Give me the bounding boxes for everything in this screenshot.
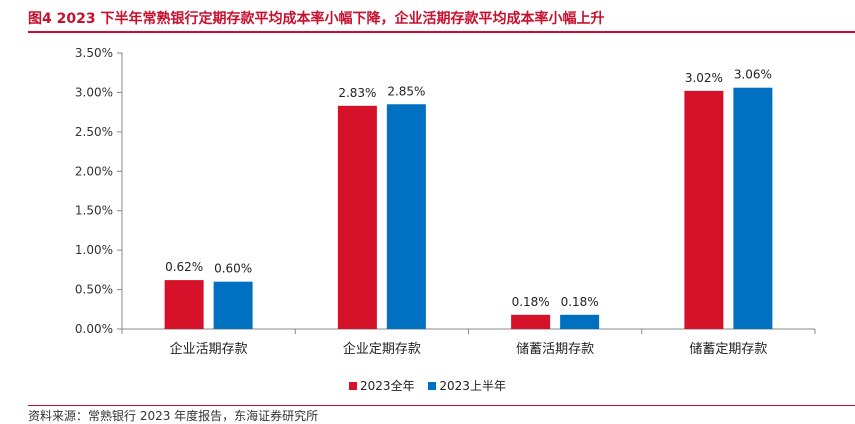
y-tick-label-3: 1.50%: [75, 204, 113, 218]
title-rule: [28, 31, 855, 33]
data-label-s0-c2: 0.18%: [512, 295, 550, 309]
legend: 2023全年 2023上半年: [0, 377, 855, 394]
data-label-s1-c1: 2.85%: [387, 84, 425, 98]
y-tick-label-0: 0.00%: [75, 322, 113, 336]
y-tick-label-7: 3.50%: [75, 46, 113, 60]
y-tick-label-2: 1.00%: [75, 243, 113, 257]
data-label-s0-c3: 3.02%: [685, 71, 723, 85]
bar-s0-c3: [684, 90, 724, 329]
data-label-s1-c3: 3.06%: [734, 68, 772, 82]
legend-label-first-half: 2023上半年: [439, 379, 506, 393]
category-label-1: 企业定期存款: [343, 341, 421, 357]
category-label-2: 储蓄活期存款: [516, 342, 594, 357]
bar-s0-c1: [337, 105, 377, 329]
bar-s1-c3: [733, 87, 773, 329]
category-label-0: 企业活期存款: [170, 341, 248, 357]
figure-title: 图4 2023 下半年常熟银行定期存款平均成本率小幅下降，企业活期存款平均成本率…: [28, 11, 605, 27]
legend-item-first-half: 2023上半年: [428, 377, 506, 394]
data-label-s0-c0: 0.62%: [165, 260, 203, 274]
y-tick-label-6: 3.00%: [75, 85, 113, 99]
source-note: 资料来源：常熟银行 2023 年度报告，东海证券研究所: [28, 409, 319, 423]
bar-s1-c2: [560, 314, 600, 329]
legend-item-full-year: 2023全年: [349, 377, 415, 394]
y-tick-label-5: 2.50%: [75, 125, 113, 139]
legend-swatch-first-half: [428, 381, 437, 390]
y-tick-label-4: 2.00%: [75, 164, 113, 178]
data-label-s0-c1: 2.83%: [338, 86, 376, 100]
bar-s0-c0: [164, 280, 204, 329]
legend-label-full-year: 2023全年: [360, 379, 415, 393]
source-rule: [28, 405, 855, 406]
data-label-s1-c2: 0.18%: [561, 295, 599, 309]
bar-s1-c0: [213, 281, 253, 329]
category-label-3: 储蓄定期存款: [689, 342, 767, 357]
y-tick-label-1: 0.50%: [75, 283, 113, 297]
bar-s0-c2: [511, 314, 551, 329]
bar-s1-c1: [386, 104, 426, 329]
data-label-s1-c0: 0.60%: [214, 262, 252, 276]
bar-chart: 0.00% 0.50% 1.00% 1.50% 2.00% 2.50% 3.00% 3.50%…: [75, 46, 816, 357]
legend-swatch-full-year: [349, 381, 358, 390]
